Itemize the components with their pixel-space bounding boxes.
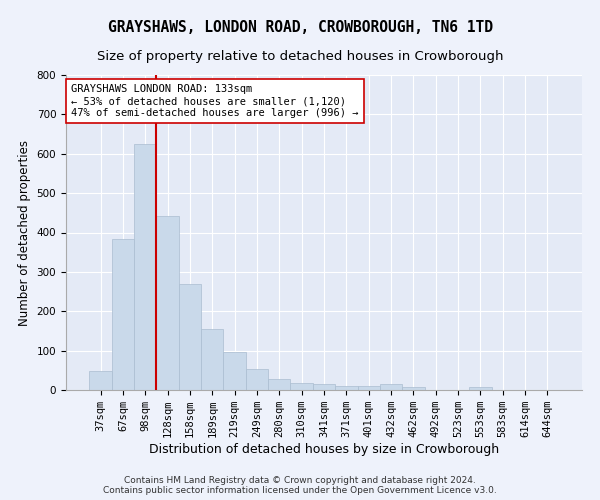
- Bar: [179, 284, 201, 390]
- Bar: [469, 387, 491, 390]
- Bar: [268, 378, 290, 390]
- Text: GRAYSHAWS, LONDON ROAD, CROWBOROUGH, TN6 1TD: GRAYSHAWS, LONDON ROAD, CROWBOROUGH, TN6…: [107, 20, 493, 35]
- Y-axis label: Number of detached properties: Number of detached properties: [18, 140, 31, 326]
- Text: Contains HM Land Registry data © Crown copyright and database right 2024.
Contai: Contains HM Land Registry data © Crown c…: [103, 476, 497, 495]
- Bar: [89, 372, 112, 390]
- X-axis label: Distribution of detached houses by size in Crowborough: Distribution of detached houses by size …: [149, 443, 499, 456]
- Bar: [112, 239, 134, 390]
- Bar: [201, 329, 223, 390]
- Bar: [380, 384, 402, 390]
- Bar: [313, 384, 335, 390]
- Bar: [157, 216, 179, 390]
- Bar: [335, 386, 358, 390]
- Bar: [223, 352, 246, 390]
- Bar: [290, 383, 313, 390]
- Text: GRAYSHAWS LONDON ROAD: 133sqm
← 53% of detached houses are smaller (1,120)
47% o: GRAYSHAWS LONDON ROAD: 133sqm ← 53% of d…: [71, 84, 359, 117]
- Bar: [246, 369, 268, 390]
- Bar: [134, 144, 157, 390]
- Text: Size of property relative to detached houses in Crowborough: Size of property relative to detached ho…: [97, 50, 503, 63]
- Bar: [358, 386, 380, 390]
- Bar: [402, 387, 425, 390]
